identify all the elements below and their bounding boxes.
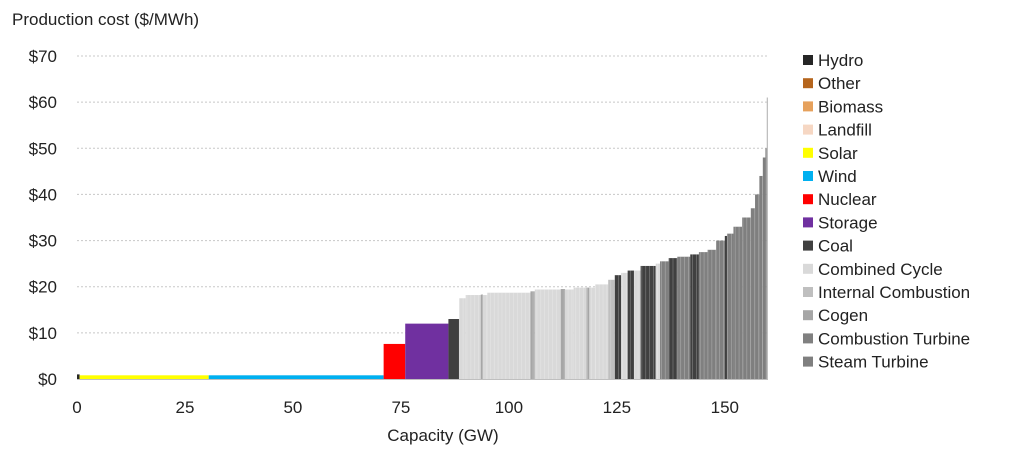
x-tick-label: 25 [176, 398, 195, 417]
plot-area [77, 97, 768, 380]
bar-combined-cycle [459, 298, 466, 379]
bar-combustion-turbine [660, 261, 669, 379]
legend: Hydro Other Biomass Landfill Solar Wind Nuclea… [803, 51, 970, 372]
x-tick-label: 100 [495, 398, 523, 417]
legend-swatch [803, 263, 813, 274]
bar-combustion-turbine [677, 256, 691, 379]
bar-combined-cycle [534, 289, 574, 379]
legend-swatch [803, 171, 813, 181]
legend-swatch [803, 333, 813, 344]
x-tick-label: 125 [603, 398, 631, 417]
bar-combined-cycle [634, 270, 641, 379]
legend-swatch [803, 194, 813, 205]
bar-coal [448, 319, 460, 379]
legend-swatch [803, 124, 813, 135]
legend-entry-label: Wind [818, 167, 857, 186]
bar-hydro [77, 374, 80, 379]
bar-solar [79, 375, 209, 379]
bar-steam-turbine [750, 208, 756, 379]
legend-entry-label: Other [818, 74, 861, 93]
legend-entry-label: Landfill [818, 121, 872, 140]
y-tick-label: $50 [29, 139, 57, 158]
y-tick-label: $70 [29, 47, 57, 66]
x-tick-label: 0 [72, 398, 81, 417]
bar-combined-cycle [655, 263, 661, 379]
x-axis-label: Capacity (GW) [387, 426, 498, 445]
x-axis-ticks: 0 25 50 75 100 125 150 [72, 398, 739, 417]
x-tick-label: 50 [283, 398, 302, 417]
bar-steam-turbine [726, 233, 734, 379]
legend-swatch [803, 287, 813, 297]
legend-swatch [803, 356, 813, 367]
bar-coal [627, 270, 635, 379]
bar-steam-turbine [755, 194, 760, 379]
bar-steam-turbine [765, 148, 767, 379]
bar-internal-combustion [608, 279, 615, 379]
legend-entry-label: Internal Combustion [818, 283, 970, 302]
bar-internal-combustion [766, 97, 768, 380]
bar-combined-cycle [595, 284, 609, 379]
legend-entry-label: Hydro [818, 51, 863, 70]
bar-cogen [560, 289, 566, 379]
y-tick-label: $30 [29, 232, 57, 251]
bar-steam-turbine [733, 226, 743, 379]
y-axis-ticks: $0 $10 $20 $30 $40 $50 $60 $70 [29, 47, 57, 389]
legend-swatch [803, 101, 813, 112]
bar-combustion-turbine [698, 252, 708, 379]
bar-cogen [530, 291, 535, 379]
legend-swatch [803, 55, 813, 65]
bar-combined-cycle [621, 272, 628, 379]
y-tick-label: $60 [29, 93, 57, 112]
legend-swatch [803, 217, 813, 228]
legend-entry-label: Combined Cycle [818, 260, 943, 279]
y-tick-label: $0 [38, 370, 57, 389]
bar-steam-turbine [707, 249, 717, 379]
chart-title: Production cost ($/MWh) [12, 10, 199, 29]
bar-cogen [586, 287, 590, 379]
legend-entry-label: Steam Turbine [818, 353, 929, 372]
bar-coal [690, 254, 699, 379]
legend-swatch [803, 240, 813, 251]
bar-combined-cycle [487, 292, 531, 379]
bar-combined-cycle [573, 287, 596, 379]
bar-coal [640, 265, 656, 379]
legend-swatch [803, 310, 813, 321]
legend-swatch [803, 78, 813, 89]
legend-entry-label: Solar [818, 144, 858, 163]
bar-steam-turbine [762, 157, 766, 379]
bar-combustion-turbine [716, 240, 725, 379]
x-tick-label: 150 [711, 398, 739, 417]
bar-wind [208, 375, 384, 379]
legend-entry-label: Biomass [818, 97, 883, 116]
legend-entry-label: Storage [818, 213, 878, 232]
bar-coal [668, 258, 678, 379]
bar-storage [405, 323, 449, 379]
bar-combined-cycle [465, 295, 488, 379]
y-tick-label: $40 [29, 185, 57, 204]
bar-coal [614, 275, 622, 379]
bar-nuclear [383, 343, 406, 379]
bar-steam-turbine [759, 175, 763, 379]
bar-steam-turbine [742, 217, 751, 379]
x-tick-label: 75 [391, 398, 410, 417]
bar-cogen [480, 294, 483, 379]
bar-coal [724, 235, 727, 379]
legend-swatch [803, 147, 813, 158]
legend-entry-label: Combustion Turbine [818, 329, 970, 348]
legend-entry-label: Nuclear [818, 190, 877, 209]
legend-entry-label: Coal [818, 237, 853, 256]
y-tick-label: $10 [29, 324, 57, 343]
legend-entry-label: Cogen [818, 306, 868, 325]
y-tick-label: $20 [29, 278, 57, 297]
